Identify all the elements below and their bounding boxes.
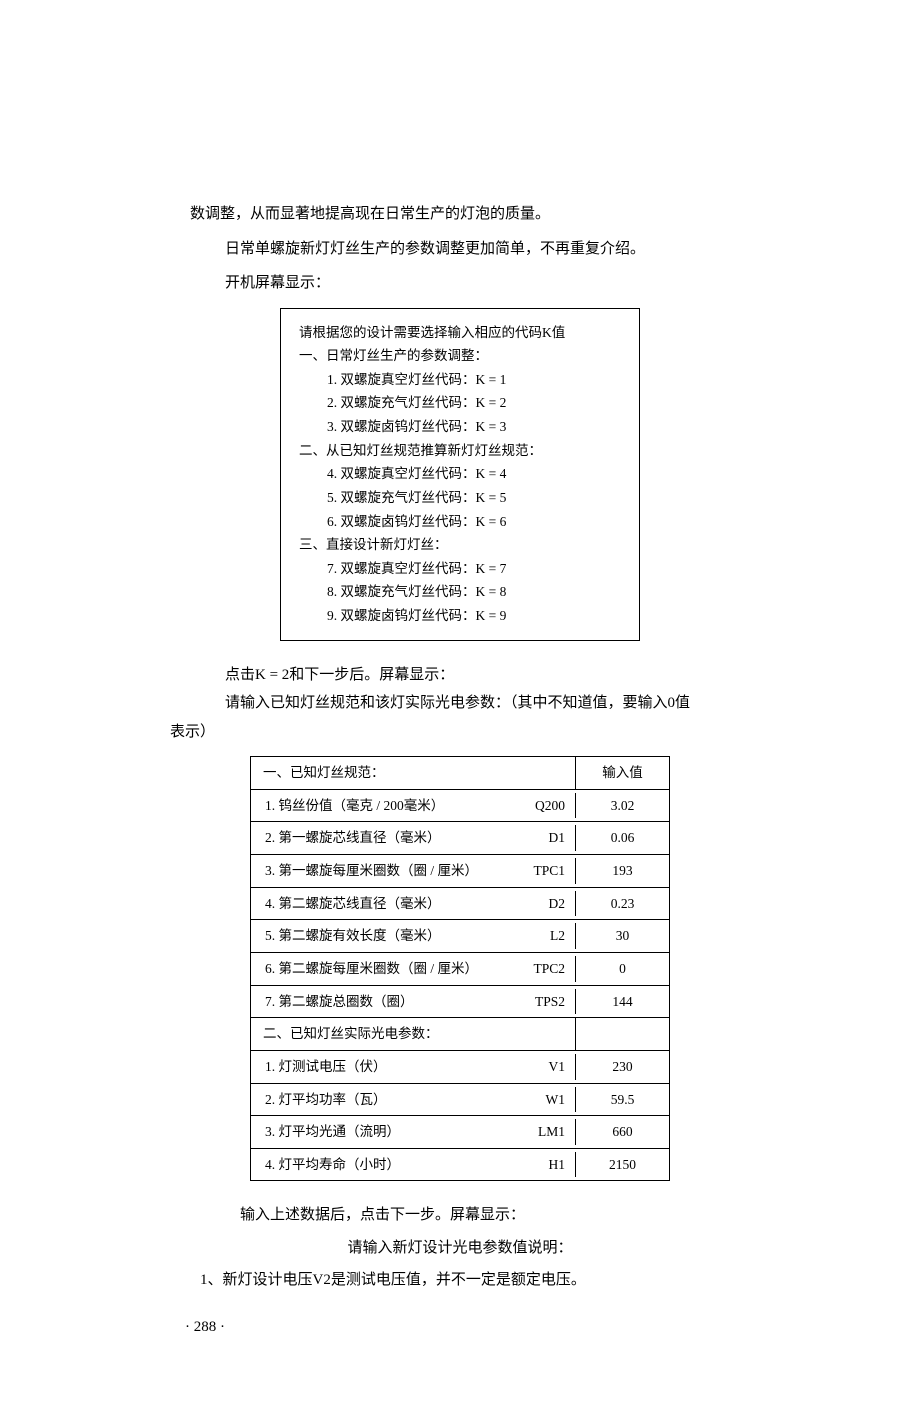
table-section2-head: 二、已知灯丝实际光电参数： — [251, 1018, 576, 1050]
row-label: 1. 钨丝份值（毫克 / 200毫米） — [251, 790, 516, 822]
row-symbol: D1 — [516, 825, 576, 851]
after-box1-line-2: 请输入已知灯丝规范和该灯实际光电参数：（其中不知道值，要输入0值 — [225, 689, 850, 718]
table-row: 6. 第二螺旋每厘米圈数（圈 / 厘米） TPC2 0 — [251, 953, 669, 986]
row-label: 5. 第二螺旋有效长度（毫米） — [251, 920, 516, 952]
box1-item: 6. 双螺旋卤钨灯丝代码：K = 6 — [327, 510, 621, 534]
row-value: 59.5 — [576, 1084, 669, 1116]
row-value: 2150 — [576, 1149, 669, 1181]
box1-item: 4. 双螺旋真空灯丝代码：K = 4 — [327, 462, 621, 486]
box1-item: 9. 双螺旋卤钨灯丝代码：K = 9 — [327, 604, 621, 628]
row-label: 7. 第二螺旋总圈数（圈） — [251, 986, 516, 1018]
table-header-label: 一、已知灯丝规范： — [251, 757, 576, 789]
intro-line-3: 开机屏幕显示： — [225, 269, 850, 298]
row-value: 3.02 — [576, 790, 669, 822]
row-label: 4. 第二螺旋芯线直径（毫米） — [251, 888, 516, 920]
row-symbol: W1 — [516, 1087, 576, 1113]
table-header-row: 一、已知灯丝规范： 输入值 — [251, 757, 669, 790]
k-code-menu-box: 请根据您的设计需要选择输入相应的代码K值 一、日常灯丝生产的参数调整： 1. 双… — [280, 308, 640, 641]
table-row: 3. 灯平均光通（流明） LM1 660 — [251, 1116, 669, 1149]
row-symbol: H1 — [516, 1152, 576, 1178]
row-value: 230 — [576, 1051, 669, 1083]
table-row: 7. 第二螺旋总圈数（圈） TPS2 144 — [251, 986, 669, 1019]
table-row: 3. 第一螺旋每厘米圈数（圈 / 厘米） TPC1 193 — [251, 855, 669, 888]
row-symbol: V1 — [516, 1054, 576, 1080]
after-table-line-3: 1、新灯设计电压V2是测试电压值，并不一定是额定电压。 — [200, 1266, 850, 1295]
row-label: 3. 灯平均光通（流明） — [251, 1116, 516, 1148]
after-box1-line-1: 点击K = 2和下一步后。屏幕显示： — [225, 661, 850, 690]
after-box1-line-3: 表示） — [170, 718, 850, 747]
row-symbol: TPC1 — [516, 858, 576, 884]
row-label: 1. 灯测试电压（伏） — [251, 1051, 516, 1083]
box1-item: 3. 双螺旋卤钨灯丝代码：K = 3 — [327, 415, 621, 439]
table-row: 4. 灯平均寿命（小时） H1 2150 — [251, 1149, 669, 1181]
box1-item: 5. 双螺旋充气灯丝代码：K = 5 — [327, 486, 621, 510]
box1-section-2-head: 二、从已知灯丝规范推算新灯灯丝规范： — [299, 439, 621, 463]
row-label: 2. 灯平均功率（瓦） — [251, 1084, 516, 1116]
after-table-line-1: 输入上述数据后，点击下一步。屏幕显示： — [240, 1201, 850, 1230]
empty-cell — [576, 1031, 669, 1037]
row-label: 4. 灯平均寿命（小时） — [251, 1149, 516, 1181]
table-section2-head-row: 二、已知灯丝实际光电参数： — [251, 1018, 669, 1051]
row-symbol: L2 — [516, 923, 576, 949]
table-row: 5. 第二螺旋有效长度（毫米） L2 30 — [251, 920, 669, 953]
box1-title: 请根据您的设计需要选择输入相应的代码K值 — [299, 321, 621, 345]
row-symbol: LM1 — [516, 1119, 576, 1145]
row-symbol: TPS2 — [516, 989, 576, 1015]
page-number: · 288 · — [185, 1313, 850, 1342]
row-value: 144 — [576, 986, 669, 1018]
row-label: 3. 第一螺旋每厘米圈数（圈 / 厘米） — [251, 855, 516, 887]
after-table-line-2: 请输入新灯设计光电参数值说明： — [70, 1234, 850, 1263]
box1-item: 2. 双螺旋充气灯丝代码：K = 2 — [327, 391, 621, 415]
row-value: 193 — [576, 855, 669, 887]
table-row: 1. 钨丝份值（毫克 / 200毫米） Q200 3.02 — [251, 790, 669, 823]
row-symbol: TPC2 — [516, 956, 576, 982]
box1-section-1-head: 一、日常灯丝生产的参数调整： — [299, 344, 621, 368]
row-value: 0.23 — [576, 888, 669, 920]
intro-line-1: 数调整，从而显著地提高现在日常生产的灯泡的质量。 — [190, 200, 850, 229]
row-symbol: Q200 — [516, 793, 576, 819]
box1-item: 1. 双螺旋真空灯丝代码：K = 1 — [327, 368, 621, 392]
row-value: 0.06 — [576, 822, 669, 854]
row-value: 30 — [576, 920, 669, 952]
table-row: 2. 灯平均功率（瓦） W1 59.5 — [251, 1084, 669, 1117]
table-row: 4. 第二螺旋芯线直径（毫米） D2 0.23 — [251, 888, 669, 921]
row-value: 660 — [576, 1116, 669, 1148]
row-label: 6. 第二螺旋每厘米圈数（圈 / 厘米） — [251, 953, 516, 985]
box1-item: 7. 双螺旋真空灯丝代码：K = 7 — [327, 557, 621, 581]
table-row: 2. 第一螺旋芯线直径（毫米） D1 0.06 — [251, 822, 669, 855]
table-row: 1. 灯测试电压（伏） V1 230 — [251, 1051, 669, 1084]
table-header-value: 输入值 — [576, 760, 669, 786]
box1-item: 8. 双螺旋充气灯丝代码：K = 8 — [327, 580, 621, 604]
row-value: 0 — [576, 953, 669, 985]
parameter-table: 一、已知灯丝规范： 输入值 1. 钨丝份值（毫克 / 200毫米） Q200 3… — [250, 756, 670, 1181]
row-label: 2. 第一螺旋芯线直径（毫米） — [251, 822, 516, 854]
box1-section-3-head: 三、直接设计新灯灯丝： — [299, 533, 621, 557]
row-symbol: D2 — [516, 891, 576, 917]
intro-line-2: 日常单螺旋新灯灯丝生产的参数调整更加简单，不再重复介绍。 — [225, 235, 850, 264]
